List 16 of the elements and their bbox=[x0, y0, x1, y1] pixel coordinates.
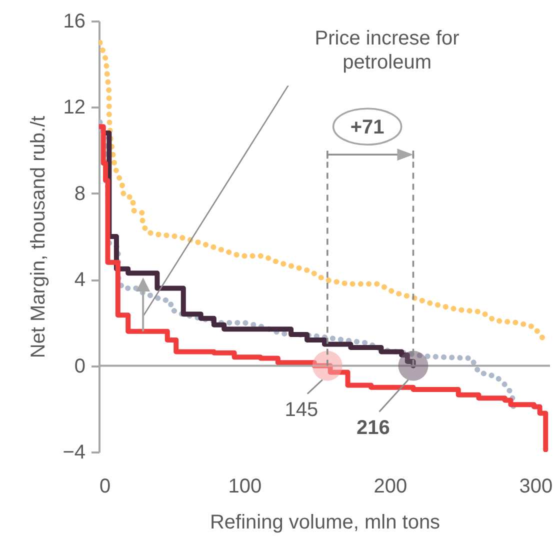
y-axis-title: Net Margin, thousand rub./t bbox=[28, 115, 50, 358]
y-tick-label: 12 bbox=[63, 96, 86, 119]
y-tick-label: −4 bbox=[62, 442, 86, 464]
x-tick-label: 300 bbox=[519, 476, 553, 498]
annotation: 216 bbox=[356, 416, 390, 439]
y-tick-label: 16 bbox=[63, 10, 86, 32]
annotation: Price increse for petroleum bbox=[314, 28, 460, 74]
annotation: +71 bbox=[350, 116, 384, 139]
x-tick-label: 0 bbox=[100, 476, 111, 498]
x-tick-label: 200 bbox=[374, 476, 408, 498]
y-tick-label: 4 bbox=[74, 269, 86, 292]
y-tick-label: 8 bbox=[74, 182, 86, 205]
y-tick-label: 0 bbox=[74, 355, 86, 378]
x-axis-title: Refining volume, mln tons bbox=[210, 512, 440, 534]
x-tick-label: 100 bbox=[228, 476, 262, 498]
annotation: 145 bbox=[284, 398, 318, 421]
